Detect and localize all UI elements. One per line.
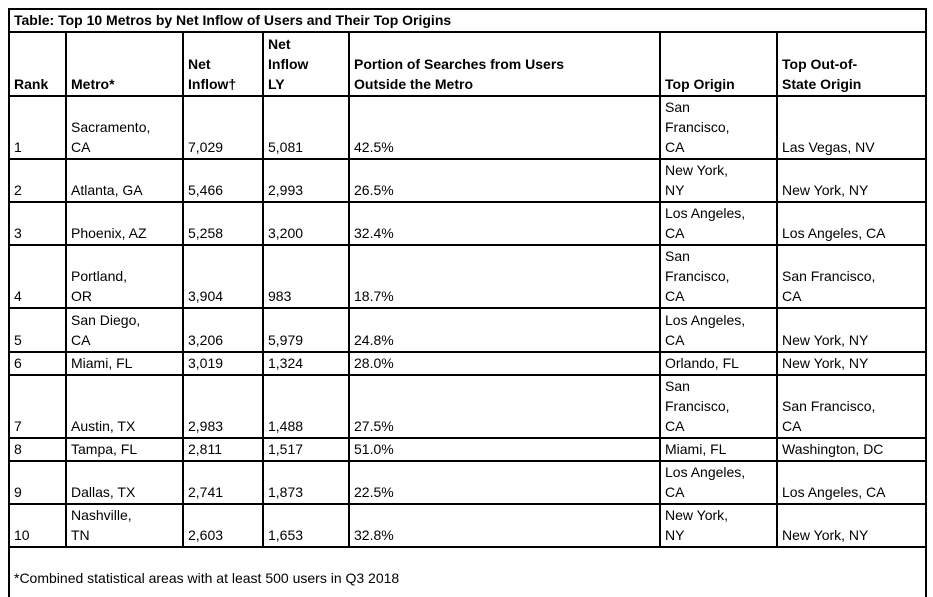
cell-net-inflow: 3,904: [182, 244, 264, 309]
table-row: 9 Dallas, TX 2,741 1,873 22.5% Los Angel…: [8, 460, 928, 505]
cell-metro: Miami, FL: [65, 351, 184, 376]
cell-rank: 6: [8, 351, 67, 376]
cell-rank: 5: [8, 307, 67, 353]
cell-net-inflow: 5,258: [182, 201, 264, 246]
cell-top-out-of-state: New York, NY: [775, 503, 928, 548]
cell-net-inflow: 5,466: [182, 158, 264, 203]
cell-net-inflow-ly: 983: [262, 244, 350, 309]
table-row: 7 Austin, TX 2,983 1,488 27.5% San Franc…: [8, 374, 928, 439]
cell-metro: Sacramento, CA: [65, 95, 184, 160]
cell-top-out-of-state: Los Angeles, CA: [775, 201, 928, 246]
cell-net-inflow-ly: 1,873: [262, 460, 350, 505]
cell-top-out-of-state: New York, NY: [775, 351, 928, 376]
cell-rank: 2: [8, 158, 67, 203]
table-row: 8 Tampa, FL 2,811 1,517 51.0% Miami, FL …: [8, 437, 928, 462]
cell-rank: 8: [8, 437, 67, 462]
cell-portion-outside: 32.8%: [348, 503, 661, 548]
table-row: 4 Portland, OR 3,904 983 18.7% San Franc…: [8, 244, 928, 309]
cell-net-inflow-ly: 2,993: [262, 158, 350, 203]
column-header-rank: Rank: [8, 31, 67, 97]
cell-top-out-of-state: Washington, DC: [775, 437, 928, 462]
table-row: 10 Nashville, TN 2,603 1,653 32.8% New Y…: [8, 503, 928, 548]
cell-net-inflow-ly: 1,324: [262, 351, 350, 376]
cell-rank: 1: [8, 95, 67, 160]
cell-top-origin: Los Angeles, CA: [659, 460, 778, 505]
metros-table: Table: Top 10 Metros by Net Inflow of Us…: [7, 8, 928, 597]
cell-metro: Atlanta, GA: [65, 158, 184, 203]
cell-portion-outside: 18.7%: [348, 244, 661, 309]
cell-rank: 4: [8, 244, 67, 309]
table-row: 5 San Diego, CA 3,206 5,979 24.8% Los An…: [8, 307, 928, 353]
cell-top-origin: New York, NY: [659, 503, 778, 548]
cell-top-origin: Los Angeles, CA: [659, 307, 778, 353]
cell-top-out-of-state: New York, NY: [775, 307, 928, 353]
cell-rank: 10: [8, 503, 67, 548]
cell-top-origin: San Francisco, CA: [659, 95, 778, 160]
column-header-net-inflow: Net Inflow†: [182, 31, 264, 97]
cell-net-inflow: 2,983: [182, 374, 264, 439]
cell-metro: Phoenix, AZ: [65, 201, 184, 246]
cell-top-origin: San Francisco, CA: [659, 244, 778, 309]
footnote-row: *Combined statistical areas with at leas…: [7, 546, 928, 597]
cell-metro: Nashville, TN: [65, 503, 184, 548]
cell-top-out-of-state: New York, NY: [775, 158, 928, 203]
cell-net-inflow: 7,029: [182, 95, 264, 160]
table-title: Table: Top 10 Metros by Net Inflow of Us…: [7, 8, 928, 33]
cell-portion-outside: 24.8%: [348, 307, 661, 353]
cell-top-out-of-state: Los Angeles, CA: [775, 460, 928, 505]
cell-metro: Tampa, FL: [65, 437, 184, 462]
column-header-top-origin: Top Origin: [659, 31, 778, 97]
cell-top-origin: Miami, FL: [659, 437, 778, 462]
cell-metro: San Diego, CA: [65, 307, 184, 353]
column-header-net-inflow-ly: Net Inflow LY: [262, 31, 350, 97]
cell-top-origin: Los Angeles, CA: [659, 201, 778, 246]
column-header-metro: Metro*: [65, 31, 184, 97]
cell-portion-outside: 27.5%: [348, 374, 661, 439]
cell-rank: 3: [8, 201, 67, 246]
column-header-top-out-of-state: Top Out-of- State Origin: [775, 31, 928, 97]
cell-top-out-of-state: Las Vegas, NV: [775, 95, 928, 160]
cell-metro: Portland, OR: [65, 244, 184, 309]
cell-portion-outside: 42.5%: [348, 95, 661, 160]
table-row: 1 Sacramento, CA 7,029 5,081 42.5% San F…: [8, 95, 928, 160]
footnote-asterisk: *Combined statistical areas with at leas…: [14, 570, 400, 586]
table-row: 6 Miami, FL 3,019 1,324 28.0% Orlando, F…: [8, 351, 928, 376]
cell-rank: 7: [8, 374, 67, 439]
cell-top-origin: New York, NY: [659, 158, 778, 203]
title-row: Table: Top 10 Metros by Net Inflow of Us…: [7, 8, 928, 33]
cell-net-inflow: 3,019: [182, 351, 264, 376]
cell-top-origin: San Francisco, CA: [659, 374, 778, 439]
cell-portion-outside: 26.5%: [348, 158, 661, 203]
cell-top-out-of-state: San Francisco, CA: [775, 244, 928, 309]
table-row: 2 Atlanta, GA 5,466 2,993 26.5% New York…: [8, 158, 928, 203]
cell-metro: Dallas, TX: [65, 460, 184, 505]
cell-net-inflow: 2,741: [182, 460, 264, 505]
cell-portion-outside: 32.4%: [348, 201, 661, 246]
cell-net-inflow-ly: 1,653: [262, 503, 350, 548]
cell-portion-outside: 28.0%: [348, 351, 661, 376]
cell-portion-outside: 51.0%: [348, 437, 661, 462]
header-row: Rank Metro* Net Inflow† Net Inflow LY Po…: [8, 31, 928, 97]
cell-rank: 9: [8, 460, 67, 505]
column-header-portion-outside: Portion of Searches from Users Outside t…: [348, 31, 661, 97]
cell-net-inflow: 3,206: [182, 307, 264, 353]
cell-net-inflow-ly: 5,979: [262, 307, 350, 353]
cell-net-inflow-ly: 5,081: [262, 95, 350, 160]
cell-net-inflow: 2,811: [182, 437, 264, 462]
cell-net-inflow-ly: 3,200: [262, 201, 350, 246]
cell-top-out-of-state: San Francisco, CA: [775, 374, 928, 439]
cell-top-origin: Orlando, FL: [659, 351, 778, 376]
cell-net-inflow-ly: 1,488: [262, 374, 350, 439]
table-row: 3 Phoenix, AZ 5,258 3,200 32.4% Los Ange…: [8, 201, 928, 246]
cell-portion-outside: 22.5%: [348, 460, 661, 505]
cell-net-inflow: 2,603: [182, 503, 264, 548]
cell-net-inflow-ly: 1,517: [262, 437, 350, 462]
footnotes: *Combined statistical areas with at leas…: [7, 546, 928, 597]
cell-metro: Austin, TX: [65, 374, 184, 439]
